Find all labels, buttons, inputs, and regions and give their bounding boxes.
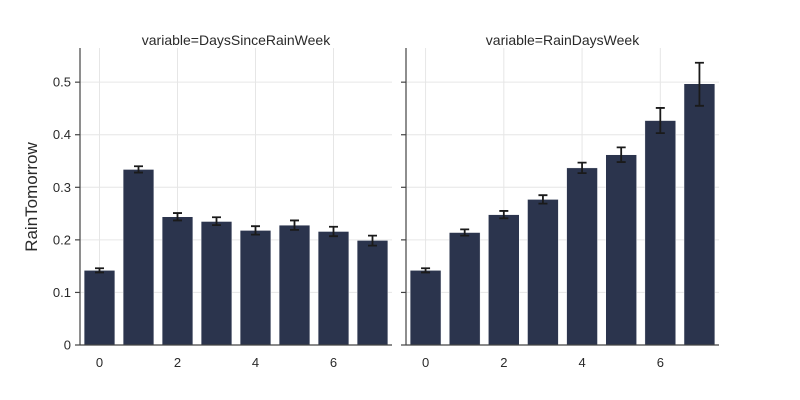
x-tick-label: 2: [500, 355, 507, 370]
panel-2: 0 2 4 6 variable=RainDaysWeek: [401, 32, 719, 370]
bar: [683, 83, 716, 346]
bar: [200, 221, 233, 346]
x-tick-label: 6: [657, 355, 664, 370]
bar: [566, 167, 598, 346]
bar: [161, 216, 194, 346]
bar: [356, 240, 389, 346]
error-bar: [134, 165, 143, 174]
error-bar: [329, 225, 338, 238]
bar: [527, 199, 559, 346]
y-tick-label: 0.1: [53, 285, 71, 300]
y-tick-label: 0.4: [53, 127, 71, 142]
y-tick-label: 0.5: [53, 75, 71, 90]
error-bar: [538, 194, 548, 205]
error-bar: [499, 210, 509, 220]
x-tick-label: 0: [422, 355, 429, 370]
error-bar: [694, 61, 704, 107]
error-bar: [577, 161, 587, 175]
x-tick-label: 0: [96, 355, 103, 370]
bar: [83, 270, 116, 346]
y-axis-title: RainTomorrow: [22, 141, 41, 251]
panel-title: variable=RainDaysWeek: [486, 32, 640, 48]
bar: [317, 231, 350, 346]
error-bar: [290, 219, 299, 231]
x-tick-label: 4: [578, 355, 585, 370]
bar: [448, 232, 481, 346]
error-bar: [655, 107, 665, 135]
bar: [239, 230, 272, 346]
error-bar: [368, 234, 377, 247]
bar: [605, 154, 637, 346]
error-bar: [460, 228, 470, 237]
panel-title: variable=DaysSinceRainWeek: [142, 32, 331, 48]
error-bar: [95, 267, 104, 274]
facet-panels: 0 2 4 6 0 0.1 0.2 0.3 0.4 0.5 variable=DaysSinceRa…: [53, 32, 719, 370]
bar: [644, 120, 677, 346]
error-bar: [616, 146, 626, 163]
x-tick-label: 2: [174, 355, 181, 370]
x-tick-label: 4: [252, 355, 259, 370]
error-bar: [251, 225, 260, 236]
error-bar: [212, 216, 221, 227]
y-tick-label: 0.2: [53, 232, 71, 247]
error-bar: [421, 267, 431, 274]
error-bar: [173, 212, 182, 222]
bar: [122, 169, 155, 346]
y-tick-label: 0: [64, 338, 71, 353]
bar: [409, 270, 442, 346]
panel-1: 0 2 4 6 0 0.1 0.2 0.3 0.4 0.5 variable=DaysSinceRa…: [53, 32, 392, 370]
bar: [278, 224, 311, 346]
bar: [488, 214, 520, 346]
x-tick-label: 6: [330, 355, 337, 370]
y-tick-label: 0.3: [53, 180, 71, 195]
